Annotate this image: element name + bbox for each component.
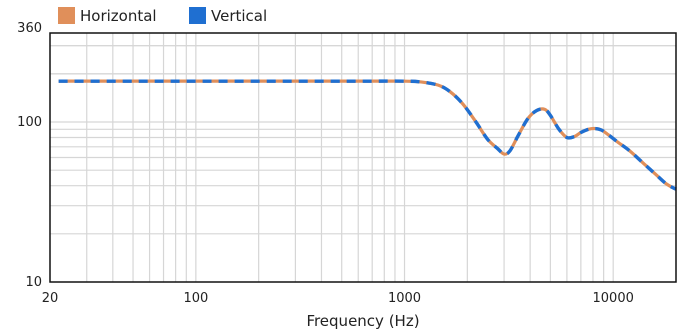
series-layer <box>58 79 677 191</box>
x-tick-labels: 20 100 1000 10000 <box>42 291 634 306</box>
y-tick-label: 360 <box>17 21 42 36</box>
legend-swatch-vertical <box>189 7 206 24</box>
x-tick-label: 10000 <box>593 291 634 306</box>
plot-frame <box>49 32 677 283</box>
legend-label-vertical: Vertical <box>211 7 267 25</box>
y-tick-labels: 10 100 360 <box>17 21 42 290</box>
x-tick-label: 1000 <box>388 291 421 306</box>
y-tick-label: 10 <box>25 275 42 290</box>
grid-lines <box>50 33 676 282</box>
legend-label-horizontal: Horizontal <box>80 7 157 25</box>
series-line-horizontal <box>58 79 677 191</box>
x-tick-label: 100 <box>183 291 208 306</box>
y-tick-label: 100 <box>17 115 42 130</box>
series-line-vertical <box>58 79 677 191</box>
x-tick-label: 20 <box>42 291 59 306</box>
legend: Horizontal Vertical <box>58 7 267 25</box>
legend-swatch-horizontal <box>58 7 75 24</box>
x-axis-title: Frequency (Hz) <box>306 312 419 330</box>
